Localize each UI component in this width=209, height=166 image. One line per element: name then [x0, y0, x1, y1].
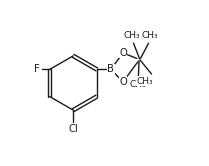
- Text: CH₃: CH₃: [130, 80, 146, 89]
- Text: Cl: Cl: [68, 124, 78, 134]
- Text: O: O: [119, 48, 127, 58]
- Text: CH₃: CH₃: [124, 31, 140, 40]
- Text: CH₃: CH₃: [137, 77, 154, 86]
- Text: CH₃: CH₃: [142, 31, 159, 40]
- Text: O: O: [119, 77, 127, 87]
- Text: F: F: [34, 64, 40, 74]
- Text: B: B: [107, 64, 114, 74]
